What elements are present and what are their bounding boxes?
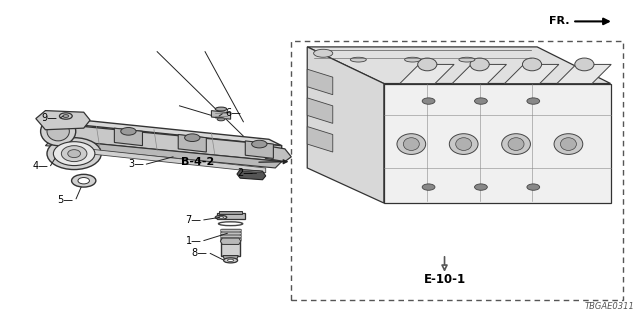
Ellipse shape [470,58,489,71]
Ellipse shape [314,49,333,57]
Circle shape [474,184,487,190]
Ellipse shape [403,138,419,150]
Polygon shape [220,235,241,237]
Text: TBGAE0311: TBGAE0311 [585,302,635,311]
Polygon shape [45,139,282,168]
Polygon shape [307,47,611,84]
Ellipse shape [397,134,426,155]
Ellipse shape [223,258,237,263]
Polygon shape [259,146,291,162]
Ellipse shape [218,216,223,218]
Circle shape [422,98,435,104]
Ellipse shape [404,57,420,62]
Text: 3—: 3— [128,159,144,169]
Ellipse shape [53,142,95,165]
Text: 2—: 2— [237,168,253,178]
Ellipse shape [561,138,577,150]
Ellipse shape [522,58,541,71]
Ellipse shape [449,134,478,155]
Ellipse shape [215,215,227,219]
Polygon shape [400,64,454,84]
Text: 6—: 6— [225,108,241,118]
Text: 1—: 1— [186,236,202,246]
Text: FR.: FR. [548,16,569,27]
Text: 7—: 7— [185,215,201,225]
Ellipse shape [227,259,234,261]
Polygon shape [504,64,559,84]
Text: 9—: 9— [41,113,57,123]
Polygon shape [58,146,266,173]
Circle shape [252,140,267,148]
Circle shape [527,184,540,190]
Polygon shape [220,238,241,240]
Ellipse shape [61,146,87,162]
Polygon shape [242,170,261,173]
Ellipse shape [47,122,69,141]
Ellipse shape [72,174,96,187]
Circle shape [422,184,435,190]
Polygon shape [452,64,506,84]
Text: 5—: 5— [57,195,73,204]
Ellipse shape [459,57,475,62]
Ellipse shape [78,178,90,184]
Circle shape [474,98,487,104]
Ellipse shape [456,138,472,150]
Ellipse shape [47,138,101,170]
Text: B-4-2: B-4-2 [181,157,214,167]
Ellipse shape [350,57,366,62]
Polygon shape [220,232,241,234]
Polygon shape [178,134,206,152]
Polygon shape [307,98,333,123]
Text: E-10-1: E-10-1 [424,273,465,286]
Polygon shape [221,228,240,256]
Polygon shape [220,238,241,244]
Ellipse shape [63,115,68,117]
Ellipse shape [418,58,437,71]
Polygon shape [384,84,611,203]
Ellipse shape [575,58,594,71]
Polygon shape [36,111,90,130]
Polygon shape [216,212,244,219]
Text: 8—: 8— [192,248,207,258]
Polygon shape [220,228,241,231]
Polygon shape [557,64,611,84]
Polygon shape [211,111,230,119]
Ellipse shape [215,107,227,111]
Bar [291,41,623,300]
Polygon shape [307,47,384,203]
Ellipse shape [508,138,524,150]
Polygon shape [52,117,282,146]
Text: 4—: 4— [32,161,48,171]
Polygon shape [307,69,333,95]
Ellipse shape [60,113,72,119]
Polygon shape [219,211,242,214]
Polygon shape [223,256,238,262]
Ellipse shape [217,118,225,121]
Ellipse shape [502,134,531,155]
Polygon shape [307,126,333,152]
Circle shape [184,134,200,141]
Polygon shape [237,170,266,180]
Polygon shape [245,141,273,158]
Ellipse shape [554,134,583,155]
Ellipse shape [68,150,81,158]
Ellipse shape [40,117,76,146]
Circle shape [121,127,136,135]
Polygon shape [115,128,143,146]
Polygon shape [52,123,282,162]
Circle shape [527,98,540,104]
